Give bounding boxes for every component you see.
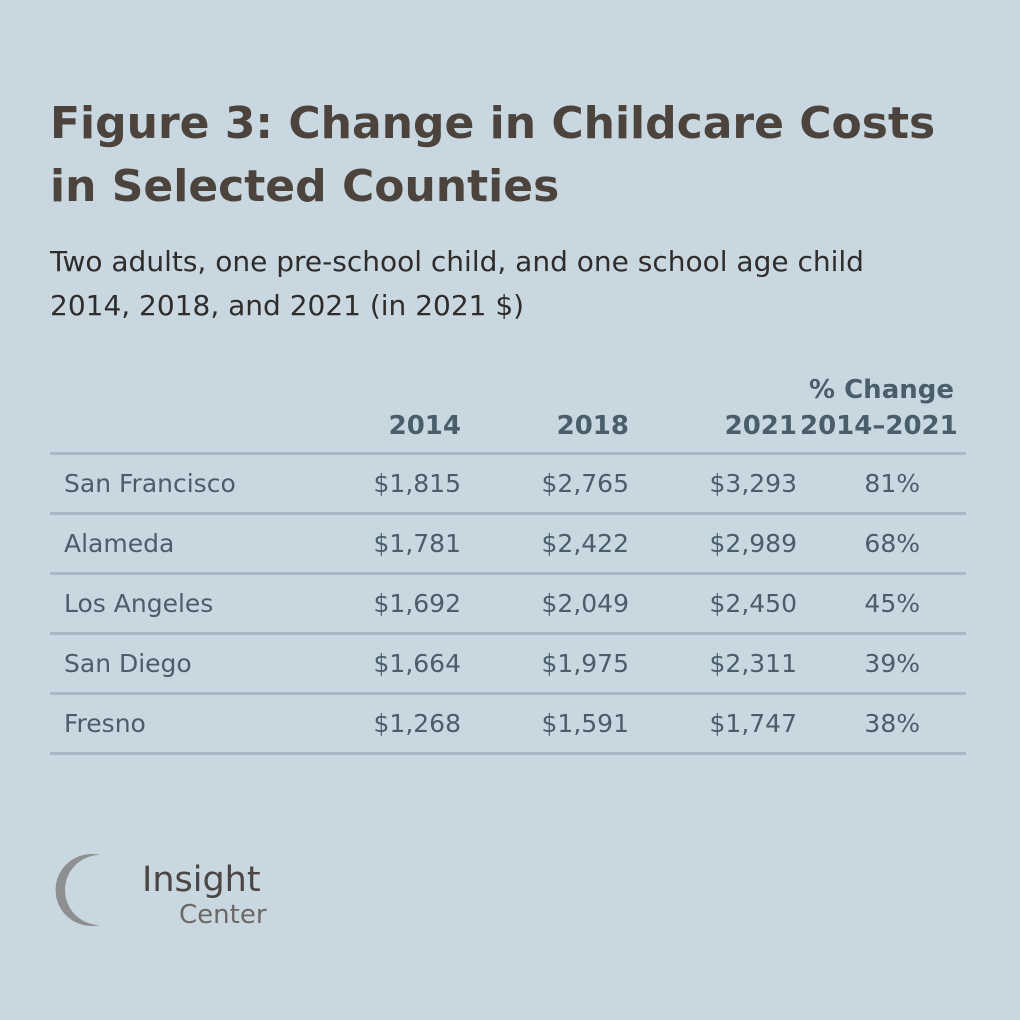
table-header: 2014 2018 2021 % Change 2014–2021 xyxy=(50,364,966,455)
county-cell: Los Angeles xyxy=(50,573,296,635)
county-cell: Fresno xyxy=(50,693,296,755)
logo-word-insight: Insight xyxy=(142,860,261,900)
county-cell: San Diego xyxy=(50,633,296,695)
cost-2014-cell: $1,815 xyxy=(296,453,464,515)
table-row: Fresno $1,268 $1,591 $1,747 38% xyxy=(50,693,966,755)
percent-change-cell: 39% xyxy=(800,633,966,695)
percent-change-cell: 81% xyxy=(800,453,966,515)
cost-2018-cell: $2,049 xyxy=(464,573,632,635)
figure-title: Figure 3: Change in Childcare Costs in S… xyxy=(50,98,936,212)
cost-2018-cell: $2,422 xyxy=(464,513,632,575)
cost-2021-cell: $2,450 xyxy=(632,573,800,635)
logo-word-center: Center xyxy=(179,900,267,930)
cost-2018-cell: $2,765 xyxy=(464,453,632,515)
table-body: San Francisco $1,815 $2,765 $3,293 81% Alamed… xyxy=(50,453,966,755)
column-header-2021: 2021 xyxy=(632,364,800,455)
percent-change-cell: 68% xyxy=(800,513,966,575)
table-row: San Diego $1,664 $1,975 $2,311 39% xyxy=(50,633,966,695)
percent-change-header-line-2: 2014–2021 xyxy=(800,411,958,441)
percent-change-cell: 38% xyxy=(800,693,966,755)
county-cell: Alameda xyxy=(50,513,296,575)
table-row: San Francisco $1,815 $2,765 $3,293 81% xyxy=(50,453,966,515)
figure-subtitle: Two adults, one pre-school child, and on… xyxy=(50,240,990,328)
cost-2018-cell: $1,591 xyxy=(464,693,632,755)
percent-change-header-line-1: % Change xyxy=(809,375,954,405)
subtitle-line-2: 2014, 2018, and 2021 (in 2021 $) xyxy=(50,289,525,322)
cost-2018-cell: $1,975 xyxy=(464,633,632,695)
county-cell: San Francisco xyxy=(50,453,296,515)
cost-2021-cell: $1,747 xyxy=(632,693,800,755)
cost-2014-cell: $1,268 xyxy=(296,693,464,755)
header-row: 2014 2018 2021 % Change 2014–2021 xyxy=(50,364,966,455)
cost-2014-cell: $1,781 xyxy=(296,513,464,575)
table-row: Los Angeles $1,692 $2,049 $2,450 45% xyxy=(50,573,966,635)
cost-2021-cell: $3,293 xyxy=(632,453,800,515)
subtitle-line-1: Two adults, one pre-school child, and on… xyxy=(50,245,864,278)
childcare-cost-table: 2014 2018 2021 % Change 2014–2021 San Fr… xyxy=(50,364,966,755)
cost-2014-cell: $1,692 xyxy=(296,573,464,635)
column-header-county xyxy=(50,364,296,455)
column-header-percent-change: % Change 2014–2021 xyxy=(800,364,966,455)
cost-2014-cell: $1,664 xyxy=(296,633,464,695)
cost-2021-cell: $2,311 xyxy=(632,633,800,695)
insight-center-logo: Insight Center xyxy=(50,842,310,938)
column-header-2014: 2014 xyxy=(296,364,464,455)
insight-center-logo-icon xyxy=(50,844,135,936)
column-header-2018: 2018 xyxy=(464,364,632,455)
cost-2021-cell: $2,989 xyxy=(632,513,800,575)
table-row: Alameda $1,781 $2,422 $2,989 68% xyxy=(50,513,966,575)
percent-change-cell: 45% xyxy=(800,573,966,635)
